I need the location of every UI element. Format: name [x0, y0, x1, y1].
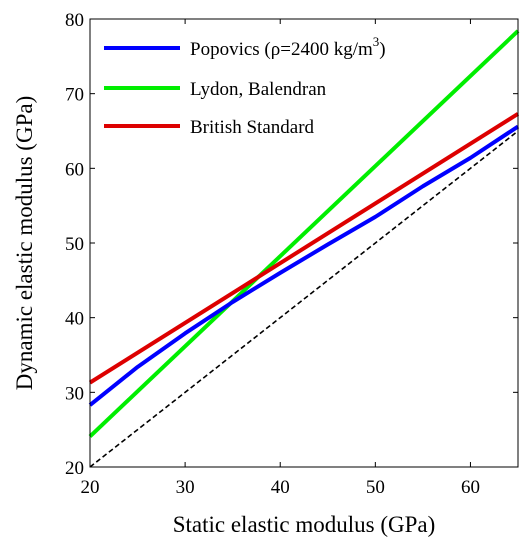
- ticks: [89, 18, 518, 468]
- x-tick-label: 20: [81, 477, 100, 498]
- series-lines: [88, 29, 520, 468]
- tick-labels-y: 20 30 40 50 60 70 80: [65, 10, 84, 479]
- legend-label-lydon: Lydon, Balendran: [190, 79, 327, 100]
- x-axis-title: Static elastic modulus (GPa): [173, 512, 436, 537]
- x-tick-label: 50: [366, 477, 385, 498]
- series-line-equality: [89, 130, 519, 468]
- y-tick-label: 30: [65, 383, 84, 404]
- series-line-lydon-balendran: [88, 29, 520, 438]
- y-axis-title: Dynamic elastic modulus (GPa): [12, 96, 37, 390]
- y-tick-label: 80: [65, 10, 84, 31]
- x-tick-label: 30: [176, 477, 195, 498]
- x-tick-label: 60: [461, 477, 480, 498]
- y-tick-label: 40: [65, 309, 84, 330]
- legend-label-british-standard: British Standard: [190, 117, 315, 138]
- x-tick-label: 40: [271, 477, 290, 498]
- y-tick-label: 50: [65, 234, 84, 255]
- y-tick-label: 60: [65, 159, 84, 180]
- y-tick-label: 70: [65, 85, 84, 106]
- y-tick-label: 20: [65, 458, 84, 479]
- series-line-british-standard: [88, 112, 520, 385]
- legend: Popovics (ρ=2400 kg/m3) Lydon, Balendran…: [104, 34, 386, 138]
- legend-label-popovics: Popovics (ρ=2400 kg/m3): [190, 34, 386, 60]
- tick-labels-x: 20 30 40 50 60: [81, 477, 480, 498]
- series-line-popovics: [88, 124, 520, 407]
